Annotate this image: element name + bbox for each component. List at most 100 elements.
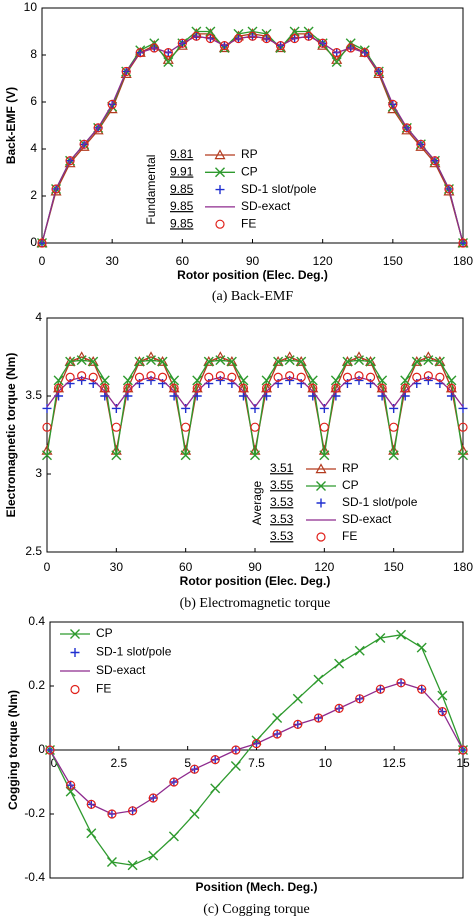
marker	[45, 745, 55, 755]
marker	[261, 28, 272, 39]
legend-label: SD-1 slot/pole	[342, 495, 418, 509]
marker	[88, 372, 98, 382]
marker	[215, 167, 225, 178]
marker	[289, 26, 300, 37]
marker	[275, 42, 287, 53]
y-tick-label: 3.5	[25, 388, 42, 402]
marker	[400, 383, 410, 393]
series-line	[41, 35, 464, 244]
marker	[342, 356, 353, 367]
x-tick-label: 0	[51, 756, 58, 770]
legend-label: RP	[342, 461, 359, 475]
marker	[396, 629, 407, 640]
marker	[458, 422, 468, 432]
legend-label: SD-1 slot/pole	[241, 182, 317, 196]
marker	[354, 371, 364, 381]
marker	[272, 729, 282, 739]
marker	[163, 48, 173, 58]
legend-label: FE	[241, 216, 256, 230]
marker	[238, 383, 249, 393]
marker	[437, 706, 447, 717]
marker	[100, 383, 110, 393]
marker	[417, 684, 427, 694]
marker	[446, 375, 457, 386]
y-tick-label: 4	[35, 310, 42, 324]
marker	[177, 38, 187, 48]
marker	[375, 684, 385, 694]
legend-label: CP	[96, 626, 113, 640]
marker	[210, 783, 221, 794]
x-tick-label: 0	[44, 560, 51, 574]
marker	[342, 372, 353, 382]
y-tick-label: -0.4	[24, 870, 45, 884]
x-tick-label: 0	[39, 254, 46, 268]
y-tick-label: 2	[30, 188, 37, 202]
marker	[65, 156, 75, 166]
marker	[331, 57, 342, 68]
marker	[354, 645, 365, 656]
marker	[331, 383, 341, 393]
marker	[53, 375, 64, 386]
marker	[76, 355, 87, 366]
marker	[292, 693, 303, 704]
legend-label: RP	[241, 147, 258, 161]
marker	[192, 383, 202, 393]
marker	[205, 33, 215, 44]
marker	[146, 371, 156, 381]
marker	[261, 383, 272, 393]
legend-label: FE	[96, 682, 111, 696]
legend-label: CP	[342, 478, 359, 492]
marker	[106, 857, 117, 867]
marker	[377, 375, 388, 386]
marker	[127, 860, 138, 871]
marker	[203, 356, 214, 367]
marker	[227, 372, 237, 382]
marker	[377, 383, 387, 393]
series-line	[46, 376, 464, 409]
legend-value: 3.51	[270, 461, 294, 475]
x-tick-label: 15	[456, 756, 470, 770]
marker	[416, 139, 426, 149]
legend-label: SD-exact	[96, 663, 146, 677]
marker	[365, 356, 376, 367]
marker	[70, 648, 80, 657]
x-tick-label: 150	[384, 560, 404, 574]
marker	[284, 355, 295, 366]
y-axis-label: Back-EMF (V)	[4, 87, 18, 164]
marker	[435, 372, 445, 382]
marker	[275, 40, 286, 51]
marker	[215, 371, 225, 381]
x-tick-label: 120	[313, 254, 333, 268]
marker	[226, 356, 237, 367]
marker	[93, 123, 103, 133]
marker	[218, 42, 230, 53]
legend-label: SD-1 slot/pole	[96, 645, 172, 659]
legend-value: 9.85	[170, 199, 194, 213]
marker	[346, 43, 356, 53]
marker	[423, 371, 433, 381]
marker	[148, 793, 158, 803]
x-tick-label: 180	[453, 254, 473, 268]
marker	[458, 238, 468, 248]
marker	[86, 828, 97, 839]
y-tick-label: 4	[30, 141, 37, 155]
marker	[316, 498, 326, 508]
marker	[354, 355, 364, 366]
marker	[416, 642, 427, 653]
marker	[374, 66, 384, 77]
marker	[296, 372, 306, 382]
marker	[77, 371, 87, 381]
y-axis-label: Cogging torque (Nm)	[6, 690, 20, 810]
marker	[111, 450, 122, 461]
x-tick-label: 2.5	[110, 756, 127, 770]
marker	[250, 450, 260, 461]
marker	[51, 184, 61, 194]
marker	[70, 629, 80, 639]
legend-value: 9.81	[170, 147, 194, 161]
marker	[434, 356, 445, 367]
marker	[230, 761, 241, 771]
x-tick-label: 150	[383, 254, 403, 268]
marker	[128, 806, 138, 816]
marker	[315, 463, 327, 474]
marker	[332, 48, 342, 58]
